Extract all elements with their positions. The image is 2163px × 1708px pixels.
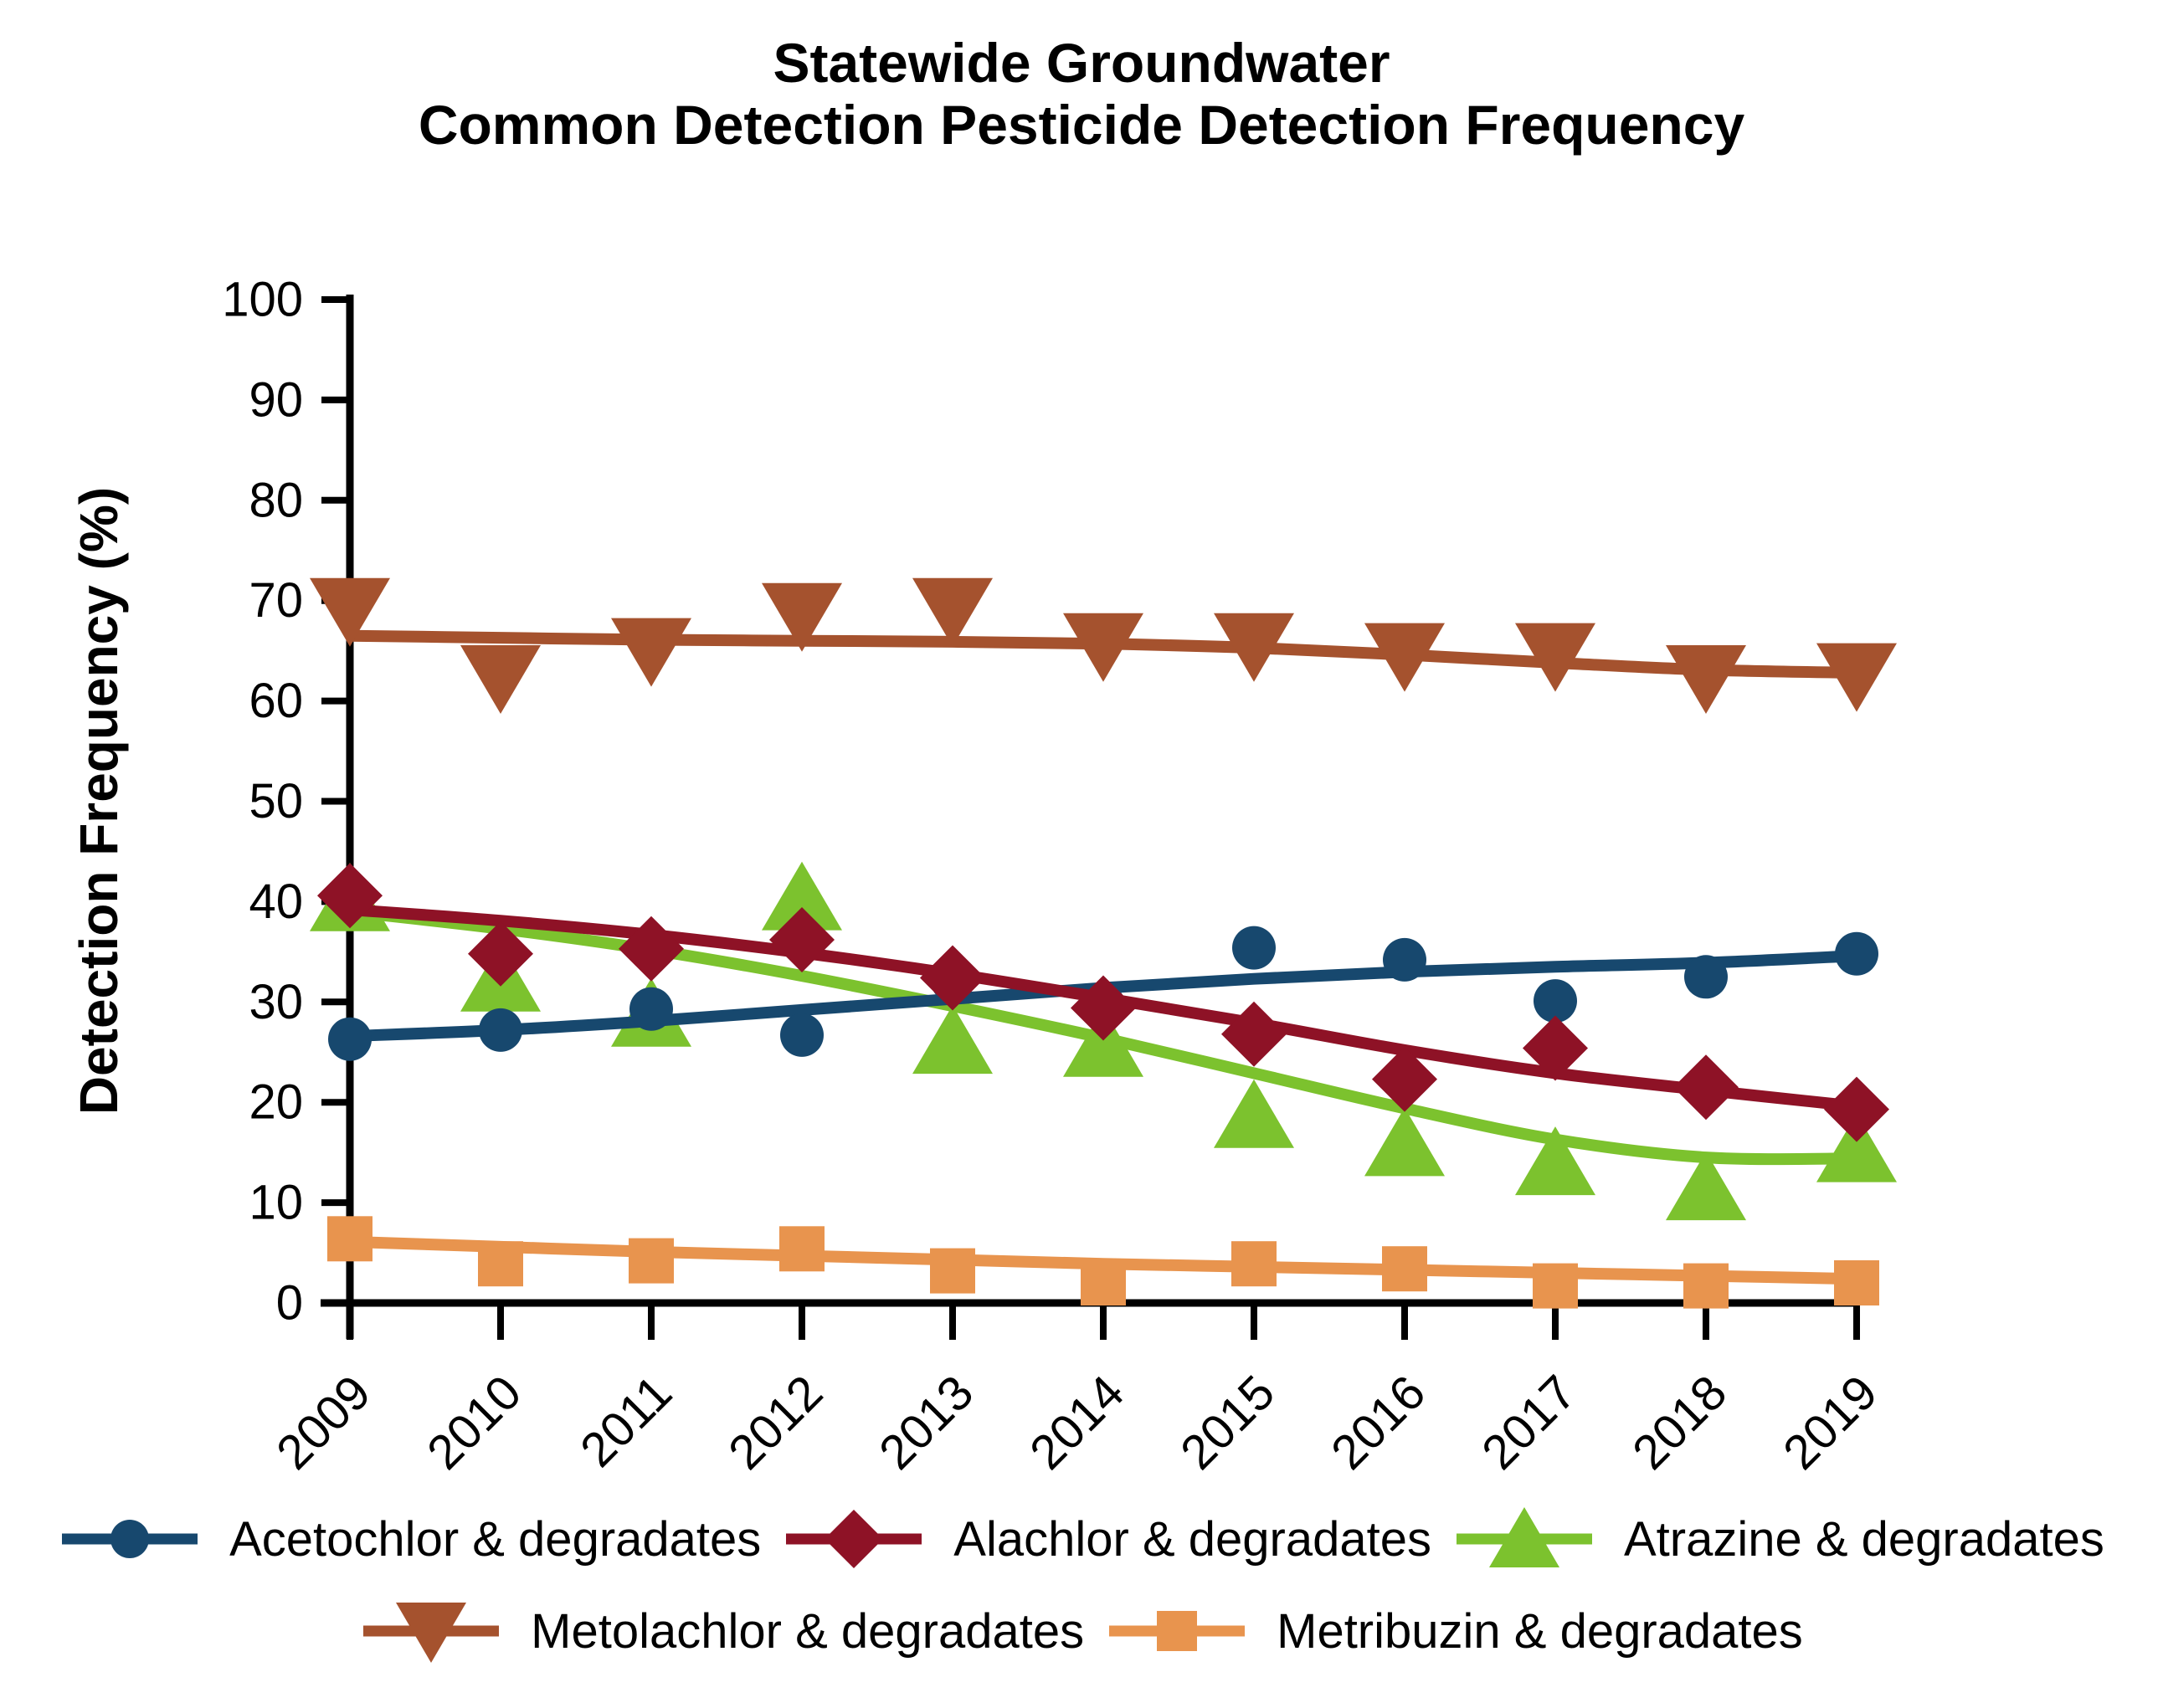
legend-label: Acetochlor & degradates — [229, 1511, 762, 1567]
legend-entry-atrazine: Atrazine & degradates — [1453, 1503, 2104, 1575]
svg-text:2019: 2019 — [1773, 1365, 1888, 1480]
svg-text:2009: 2009 — [266, 1365, 381, 1480]
axes — [321, 295, 1857, 1339]
legend-label: Atrazine & degradates — [1623, 1511, 2104, 1567]
legend-entry-metribuzin: Metribuzin & degradates — [1106, 1595, 1803, 1667]
svg-text:70: 70 — [249, 573, 303, 628]
svg-text:2017: 2017 — [1472, 1365, 1586, 1480]
y-axis-title: Detection Frequency (%) — [69, 487, 129, 1115]
triangle-down-marker-icon — [363, 1603, 500, 1663]
legend-label: Alachlor & degradates — [953, 1511, 1431, 1567]
svg-text:2015: 2015 — [1170, 1365, 1285, 1480]
legend-entry-acetochlor: Acetochlor & degradates — [59, 1503, 761, 1575]
svg-text:2014: 2014 — [1020, 1365, 1134, 1480]
triangle-up-marker-icon — [1456, 1507, 1592, 1567]
square-marker-icon — [1109, 1611, 1246, 1651]
svg-text:30: 30 — [249, 975, 303, 1029]
svg-text:80: 80 — [249, 473, 303, 527]
svg-text:2018: 2018 — [1622, 1365, 1737, 1480]
svg-text:2013: 2013 — [869, 1365, 984, 1480]
legend-entry-metolachlor: Metolachlor & degradates — [360, 1595, 1084, 1667]
y-axis-ticks: 0 10 20 30 40 50 60 70 80 90 100 — [222, 273, 350, 1331]
legend-row-1: Acetochlor & degradates Alachlor & degra… — [0, 1503, 2163, 1575]
svg-text:50: 50 — [249, 774, 303, 828]
legend-entry-alachlor: Alachlor & degradates — [783, 1503, 1431, 1575]
x-axis-ticks: 2009 2010 2011 2012 2013 2014 2015 2016 2017 2018… — [266, 1303, 1888, 1480]
series-metolachlor — [310, 577, 1897, 714]
svg-text:20: 20 — [249, 1075, 303, 1130]
svg-text:10: 10 — [249, 1176, 303, 1230]
chart-title-line1: Statewide Groundwater — [773, 32, 1390, 94]
legend-row-2: Metolachlor & degradates Metribuzin & de… — [0, 1595, 2163, 1667]
legend-label: Metribuzin & degradates — [1277, 1603, 1803, 1659]
circle-marker-icon — [62, 1520, 198, 1558]
series-alachlor — [317, 863, 1889, 1142]
diamond-marker-icon — [786, 1510, 922, 1568]
svg-text:2012: 2012 — [718, 1365, 833, 1480]
svg-text:40: 40 — [249, 875, 303, 929]
svg-text:90: 90 — [249, 372, 303, 427]
chart-title: Statewide Groundwater Common Detection P… — [0, 32, 2163, 156]
svg-text:2010: 2010 — [417, 1365, 532, 1480]
svg-text:2011: 2011 — [570, 1365, 682, 1477]
svg-text:100: 100 — [222, 273, 303, 327]
svg-text:0: 0 — [276, 1276, 303, 1331]
svg-text:60: 60 — [249, 674, 303, 728]
series-atrazine — [310, 861, 1897, 1221]
legend-label: Metolachlor & degradates — [531, 1603, 1085, 1659]
svg-text:2016: 2016 — [1321, 1365, 1436, 1480]
series-metribuzin — [327, 1216, 1879, 1309]
chart-title-line2: Common Detection Pesticide Detection Fre… — [418, 94, 1745, 156]
